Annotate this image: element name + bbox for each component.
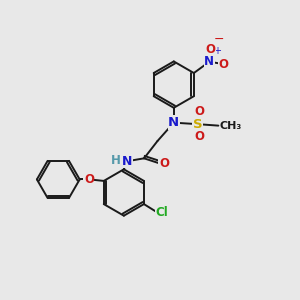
Text: −: − — [214, 33, 224, 46]
Text: N: N — [204, 55, 214, 68]
Text: H: H — [110, 154, 120, 166]
Text: O: O — [84, 173, 94, 186]
Text: CH₃: CH₃ — [220, 121, 242, 130]
Text: O: O — [194, 105, 204, 118]
Text: O: O — [219, 58, 229, 70]
Text: +: + — [213, 46, 221, 56]
Text: N: N — [168, 116, 179, 129]
Text: Cl: Cl — [155, 206, 168, 219]
Text: N: N — [122, 155, 132, 168]
Text: O: O — [205, 43, 215, 56]
Text: S: S — [193, 118, 202, 130]
Text: O: O — [194, 130, 204, 143]
Text: O: O — [159, 157, 169, 170]
